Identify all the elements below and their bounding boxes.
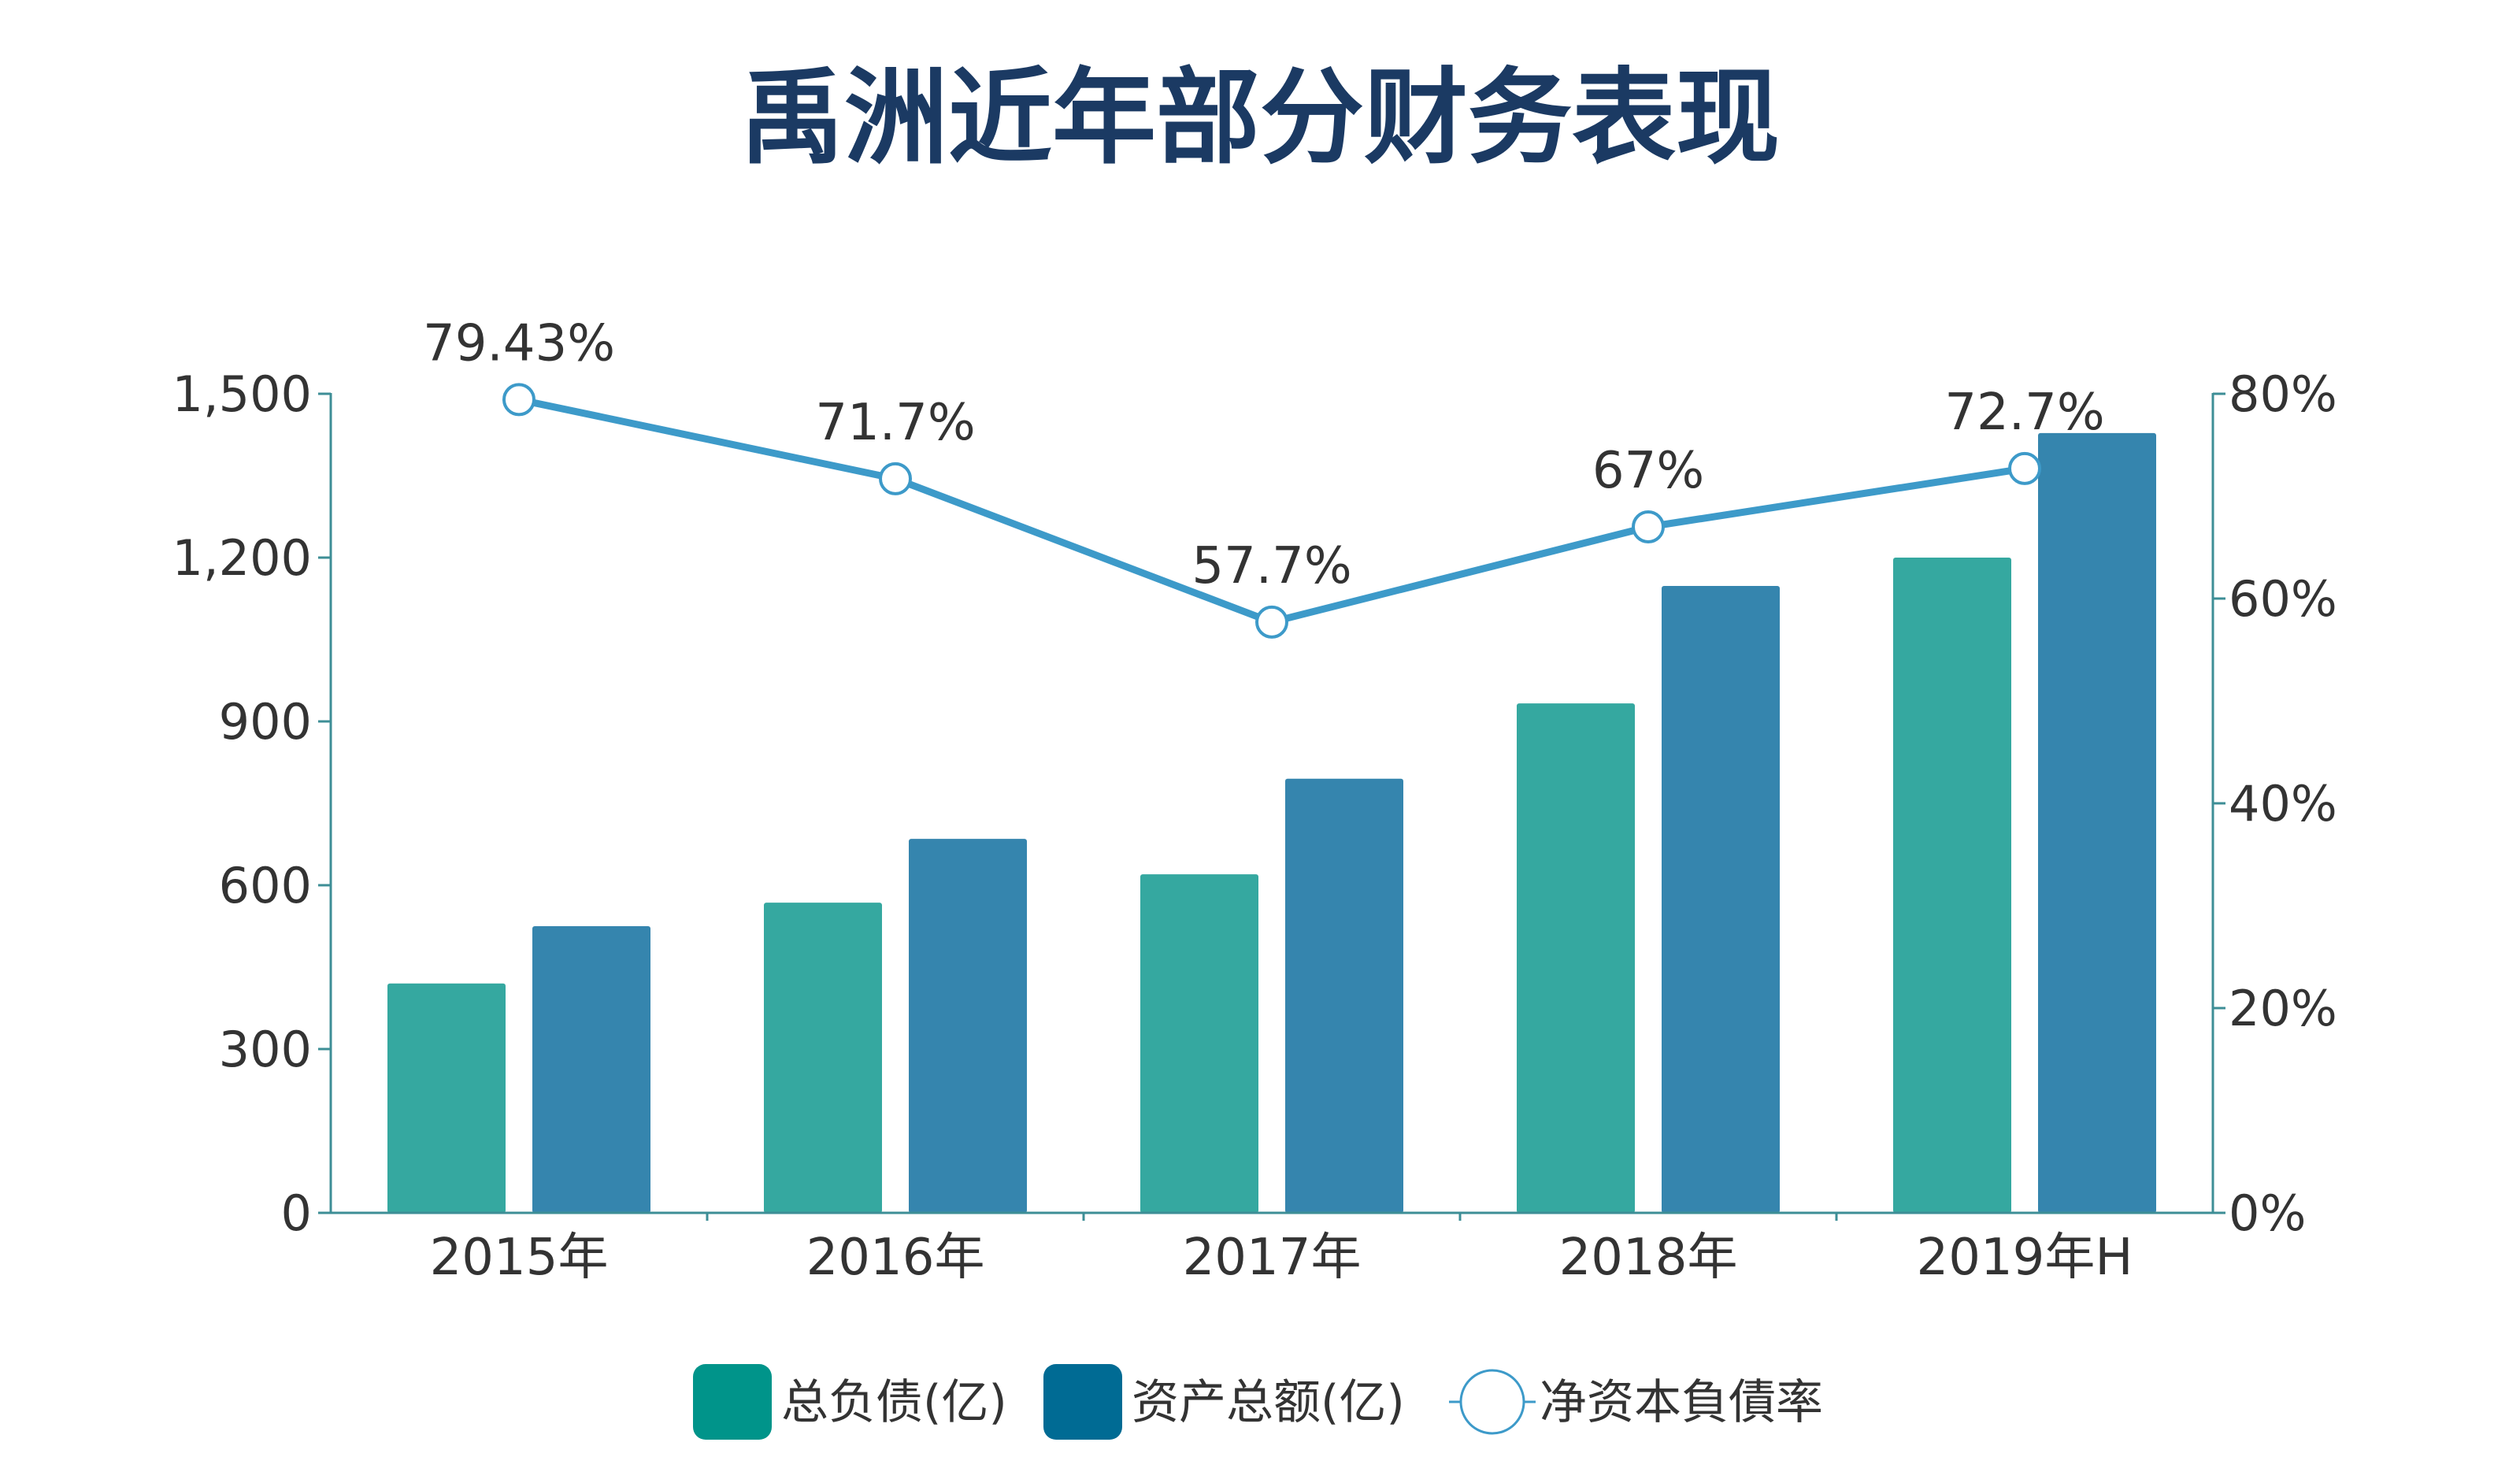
right-tick-label-0: 0% (2229, 1185, 2306, 1242)
line-layer: 79.43% 71.7% 57.7% 67% 72.7% (423, 314, 2105, 639)
left-tick-label-3: 900 (219, 693, 312, 751)
bar-assets-3 (1662, 586, 1780, 1213)
legend-label-gearing: 净资本負債率 (1540, 1375, 1823, 1430)
bar-assets-2 (1285, 778, 1403, 1213)
bar-liabilities-2 (1140, 874, 1258, 1213)
left-tick-label-1: 300 (219, 1021, 312, 1078)
left-tick-label-2: 600 (219, 857, 312, 914)
bar-liabilities-4 (1893, 558, 2011, 1213)
right-tick-label-4: 80% (2229, 365, 2337, 423)
legend-label-liabilities: 总负债(亿) (781, 1375, 1007, 1430)
left-tick-label-5: 1,500 (172, 365, 313, 423)
line-point-3 (1632, 510, 1665, 543)
right-tick-label-1: 20% (2229, 980, 2337, 1037)
x-tick-label-4: 2019年H (1917, 1229, 2133, 1287)
line-point-4 (2008, 451, 2041, 485)
legend: 总负债(亿) 资产总额(亿) 净资本負債率 (693, 1364, 1823, 1440)
x-tick-label-1: 2016年 (806, 1229, 985, 1287)
line-data-label-3: 67% (1592, 442, 1704, 500)
line-point-1 (879, 462, 912, 495)
x-tick-label-3: 2018年 (1559, 1229, 1738, 1287)
chart-title: 禹洲近年部分财务表现 (740, 57, 1780, 179)
bar-assets-0 (532, 926, 650, 1213)
bar-assets-4 (2038, 432, 2156, 1213)
line-point-2 (1255, 605, 1288, 639)
line-point-0 (502, 383, 536, 417)
line-data-label-0: 79.43% (423, 314, 615, 373)
bar-liabilities-3 (1517, 703, 1635, 1213)
bar-liabilities-1 (764, 903, 882, 1213)
line-data-label-4: 72.7% (1944, 384, 2104, 442)
left-tick-label-0: 0 (281, 1185, 312, 1242)
line-data-label-1: 71.7% (815, 394, 975, 452)
bar-assets-1 (909, 839, 1027, 1213)
bars-layer (387, 432, 2156, 1213)
axes-layer: 0 300 600 900 1,200 1,500 0% 20% 40% 60% 80% 2015年 2… (172, 365, 2337, 1287)
legend-marker-gearing (1459, 1369, 1525, 1435)
x-tick-label-0: 2015年 (430, 1229, 609, 1287)
right-tick-label-3: 60% (2229, 570, 2337, 628)
legend-swatch-assets (1043, 1364, 1122, 1440)
line-data-label-2: 57.7% (1191, 537, 1351, 595)
x-tick-label-2: 2017年 (1183, 1229, 1362, 1287)
right-tick-label-2: 40% (2229, 775, 2337, 832)
legend-swatch-liabilities (693, 1364, 772, 1440)
bar-liabilities-0 (387, 983, 506, 1213)
left-tick-label-4: 1,200 (172, 529, 313, 587)
legend-label-assets: 资产总额(亿) (1132, 1375, 1405, 1430)
